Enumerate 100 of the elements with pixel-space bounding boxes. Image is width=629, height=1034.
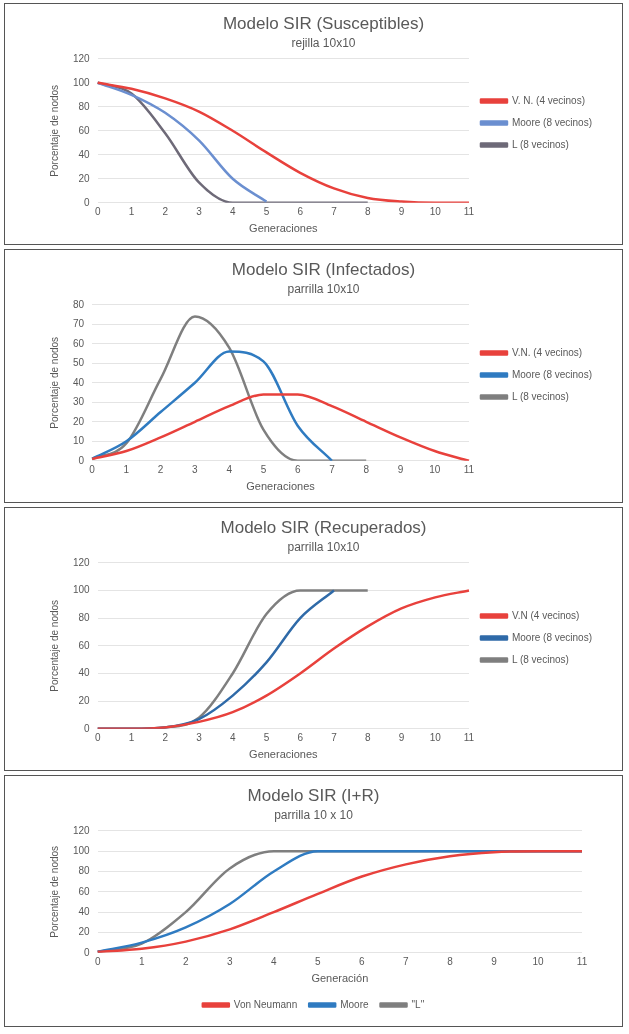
x-tick-label: 6	[297, 205, 304, 217]
x-tick-label: 5	[315, 955, 322, 967]
y-axis-title: Porcentaje de nodos	[48, 845, 60, 938]
line-series	[96, 81, 268, 203]
y-tick-label: 40	[73, 376, 85, 388]
x-tick-label: 4	[229, 731, 236, 743]
chart-title: Modelo SIR (Susceptibles)	[222, 13, 425, 33]
x-tick-label: 11	[463, 731, 475, 743]
legend-label: V. N. (4 vecinos)	[511, 94, 585, 106]
x-tick-label: 0	[94, 731, 101, 743]
x-tick-label: 7	[331, 731, 338, 743]
x-axis-title: Generaciones	[249, 748, 319, 761]
chart-title: Modelo SIR (I+R)	[247, 785, 380, 805]
legend-label: "L"	[411, 998, 425, 1010]
y-tick-label: 40	[78, 905, 91, 917]
x-tick-label: 6	[297, 731, 304, 743]
chart-subtitle: parrilla 10 x 10	[274, 807, 354, 822]
x-tick-label: 3	[196, 205, 203, 217]
y-tick-label: 60	[78, 639, 91, 651]
legend-label: Von Neumann	[233, 998, 298, 1010]
x-tick-label: 10	[429, 731, 442, 743]
y-tick-label: 10	[73, 435, 85, 447]
x-tick-label: 9	[398, 205, 405, 217]
x-tick-label: 10	[532, 955, 544, 967]
x-tick-label: 8	[447, 955, 454, 967]
x-tick-label: 8	[364, 731, 371, 743]
legend-label: V.N (4 vecinos)	[511, 609, 580, 621]
y-tick-label: 100	[73, 76, 91, 88]
chart-subtitle: rejilla 10x10	[291, 35, 356, 50]
x-tick-label: 7	[403, 955, 410, 967]
x-tick-label: 11	[463, 463, 475, 475]
legend-label: V.N. (4 vecinos)	[511, 346, 583, 358]
chart-title: Modelo SIR (Infectados)	[231, 259, 416, 279]
y-tick-label: 60	[73, 337, 85, 349]
x-tick-label: 4	[226, 463, 233, 475]
x-tick-label: 1	[128, 731, 135, 743]
x-tick-label: 0	[94, 205, 101, 217]
x-axis-title: Generaciones	[246, 480, 316, 493]
y-tick-label: 60	[78, 885, 91, 897]
y-tick-label: 80	[78, 100, 91, 112]
x-tick-label: 2	[157, 463, 164, 475]
x-tick-label: 11	[576, 955, 588, 967]
legend-label: Moore (8 vecinos)	[511, 631, 592, 643]
x-axis-title: Generaciones	[249, 222, 319, 235]
line-series	[96, 849, 584, 953]
y-tick-label: 0	[84, 196, 91, 208]
legend-label: Moore	[340, 998, 369, 1010]
x-tick-label: 11	[463, 205, 475, 217]
x-tick-label: 2	[182, 955, 189, 967]
y-tick-label: 80	[78, 865, 91, 877]
line-series	[90, 393, 471, 461]
y-tick-label: 80	[78, 611, 91, 623]
x-tick-label: 7	[331, 205, 338, 217]
x-tick-label: 5	[263, 731, 270, 743]
chart-subtitle: parrilla 10x10	[287, 539, 360, 554]
legend-label: L (8 vecinos)	[511, 653, 569, 665]
y-tick-label: 60	[78, 124, 91, 136]
y-tick-label: 100	[73, 584, 91, 596]
x-tick-label: 9	[398, 731, 405, 743]
y-tick-label: 0	[78, 454, 85, 466]
chart-title: Modelo SIR (Recuperados)	[220, 517, 427, 537]
y-tick-label: 120	[73, 52, 91, 64]
y-tick-label: 20	[78, 694, 91, 706]
legend-label: Moore (8 vecinos)	[511, 368, 592, 380]
x-tick-label: 1	[128, 205, 135, 217]
y-tick-label: 40	[78, 148, 91, 160]
y-axis-title: Porcentaje de nodos	[48, 599, 60, 692]
x-tick-label: 1	[138, 955, 145, 967]
y-tick-label: 0	[84, 722, 91, 734]
x-tick-label: 10	[429, 205, 442, 217]
y-tick-label: 0	[84, 946, 91, 958]
legend-label: Moore (8 vecinos)	[511, 116, 592, 128]
x-tick-label: 5	[260, 463, 267, 475]
y-tick-label: 20	[78, 926, 91, 938]
chart-subtitle: parrilla 10x10	[287, 281, 360, 296]
x-tick-label: 10	[429, 463, 441, 475]
y-tick-label: 30	[73, 396, 85, 408]
x-tick-label: 9	[491, 955, 498, 967]
x-tick-label: 1	[123, 463, 130, 475]
y-tick-label: 20	[78, 172, 91, 184]
y-tick-label: 100	[73, 844, 91, 856]
y-axis-title: Porcentaje de nodos	[48, 84, 60, 177]
x-tick-label: 3	[196, 731, 203, 743]
x-tick-label: 2	[162, 205, 169, 217]
legend-label: L (8 vecinos)	[511, 390, 569, 402]
x-tick-label: 8	[364, 205, 371, 217]
y-tick-label: 70	[73, 318, 85, 330]
y-tick-label: 80	[73, 298, 85, 310]
legend-label: L (8 vecinos)	[511, 138, 569, 150]
y-tick-label: 50	[73, 357, 85, 369]
x-tick-label: 0	[94, 955, 101, 967]
y-tick-label: 120	[73, 556, 91, 568]
y-tick-label: 20	[73, 415, 85, 427]
x-tick-label: 6	[359, 955, 366, 967]
y-tick-label: 40	[78, 667, 91, 679]
x-tick-label: 4	[229, 205, 236, 217]
x-tick-label: 3	[192, 463, 199, 475]
x-tick-label: 6	[294, 463, 301, 475]
x-tick-label: 7	[329, 463, 336, 475]
x-axis-title: Generación	[311, 972, 369, 985]
